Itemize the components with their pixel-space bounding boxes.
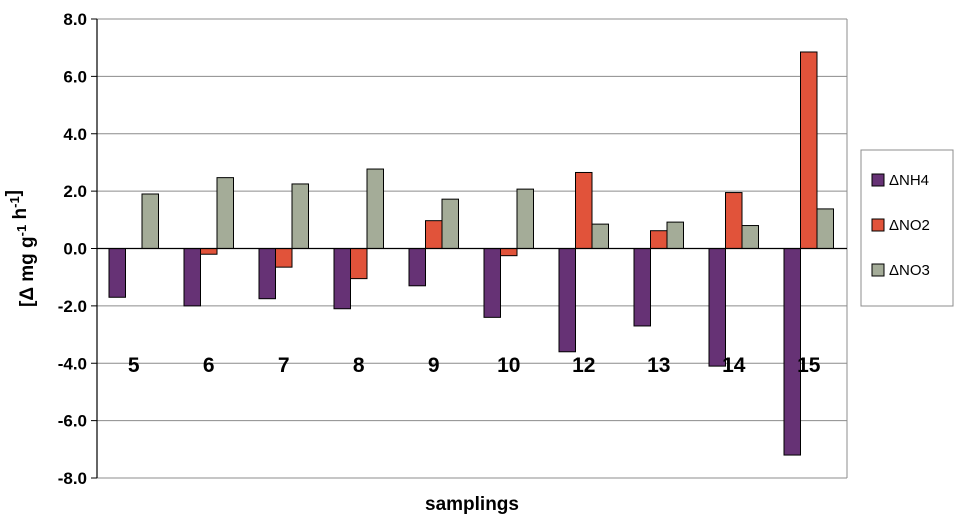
bar-ΔNO2-6 xyxy=(200,248,218,255)
bar-ΔNO2-9 xyxy=(425,220,443,250)
category-label: 14 xyxy=(722,354,746,377)
bar-ΔNO3-8 xyxy=(366,168,384,250)
bar-ΔNO2-12 xyxy=(575,171,593,249)
y-tick-label: 4.0 xyxy=(63,125,87,144)
y-tick-label: 0.0 xyxy=(63,240,87,259)
bar-ΔNO3-5 xyxy=(141,193,159,249)
bar-ΔNO2-10 xyxy=(500,248,518,257)
bar-ΔNH4-14 xyxy=(708,248,726,367)
category-label: 7 xyxy=(278,354,290,377)
bar-ΔNO2-8 xyxy=(350,248,368,280)
labels: 8.0 6.0 4.0 2.0 0.0 -2.0 -4.0 -6.0 -8.0 5 6 7 8 9 10 12… xyxy=(3,10,821,515)
bar-ΔNO3-14 xyxy=(741,225,759,250)
y-tick-label: -8.0 xyxy=(58,469,87,488)
legend: ΔNH4 ΔNO2 ΔNO3 xyxy=(860,149,954,307)
category-label: 15 xyxy=(797,354,821,377)
x-axis-title: samplings xyxy=(425,494,519,515)
bar-ΔNO2-7 xyxy=(275,248,293,268)
legend-label: ΔNH4 xyxy=(889,172,929,189)
bar-ΔNO2-13 xyxy=(650,230,668,249)
bar-ΔNO2-14 xyxy=(725,192,743,249)
bar-ΔNO3-9 xyxy=(441,198,459,249)
bar-ΔNH4-5 xyxy=(108,248,126,298)
legend-swatch xyxy=(871,263,885,277)
y-tick-label: -2.0 xyxy=(58,297,87,316)
bars xyxy=(108,51,834,456)
bar-ΔNH4-7 xyxy=(258,248,276,300)
bar-ΔNO3-13 xyxy=(666,221,684,249)
bar-ΔNO3-10 xyxy=(516,188,534,250)
category-label: 6 xyxy=(203,354,215,377)
bar-ΔNO3-12 xyxy=(591,223,609,250)
bar-ΔNH4-10 xyxy=(483,248,501,318)
bar-ΔNH4-6 xyxy=(183,248,201,307)
axes xyxy=(91,18,847,479)
bar-ΔNH4-13 xyxy=(633,248,651,327)
y-axis-title: [Δ mg g-1 h-1] xyxy=(3,190,38,307)
category-label: 13 xyxy=(647,354,670,377)
legend-label: ΔNO3 xyxy=(889,262,930,279)
bar-ΔNO2-15 xyxy=(800,51,818,249)
category-label: 12 xyxy=(572,354,595,377)
bar-ΔNH4-15 xyxy=(783,248,801,456)
legend-swatch xyxy=(871,218,885,232)
bar-ΔNO3-7 xyxy=(291,183,309,249)
y-tick-label: -6.0 xyxy=(58,412,87,431)
y-tick-label: 8.0 xyxy=(63,10,87,29)
legend-swatch xyxy=(871,173,885,187)
bar-ΔNH4-9 xyxy=(408,248,426,287)
bar-ΔNH4-8 xyxy=(333,248,351,310)
category-label: 5 xyxy=(128,354,140,377)
legend-label: ΔNO2 xyxy=(889,217,930,234)
category-label: 9 xyxy=(428,354,440,377)
category-label: 8 xyxy=(353,354,365,377)
y-tick-label: 6.0 xyxy=(63,67,87,86)
bar-ΔNH4-12 xyxy=(558,248,576,353)
bar-ΔNO3-15 xyxy=(816,208,834,250)
bar-ΔNO3-6 xyxy=(216,177,234,249)
category-label: 10 xyxy=(497,354,520,377)
y-tick-label: 2.0 xyxy=(63,182,87,201)
y-tick-label: -4.0 xyxy=(58,354,87,373)
